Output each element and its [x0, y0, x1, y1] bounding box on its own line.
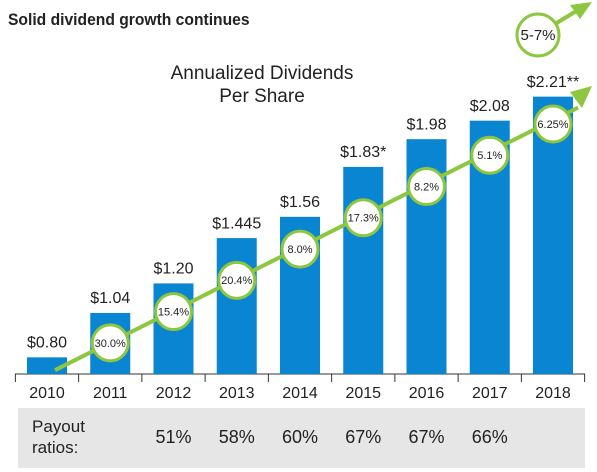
x-tick-label: 2010: [29, 385, 65, 402]
payout-value: 60%: [282, 427, 318, 447]
bar: [216, 238, 257, 374]
growth-label: 6.25%: [537, 119, 568, 131]
target-circle: [515, 12, 561, 58]
growth-label: 15.4%: [158, 307, 189, 319]
growth-circle: [533, 104, 573, 144]
payout-value: 58%: [219, 427, 255, 447]
x-tick-label: 2018: [535, 385, 571, 402]
growth-label: 30.0%: [95, 338, 126, 350]
page-title: Solid dividend growth continues: [8, 10, 250, 29]
x-tick-label: 2011: [93, 385, 128, 402]
x-tick-label: 2012: [156, 385, 192, 402]
growth-label: 17.3%: [348, 213, 379, 225]
payout-value: 67%: [408, 427, 444, 447]
value-label: $2.21**: [527, 74, 580, 91]
payout-label: Payout ratios:: [32, 417, 85, 457]
chart-title: Annualized Dividends Per Share: [170, 63, 354, 107]
value-label: $1.98: [406, 116, 446, 133]
growth-circle: [154, 292, 193, 332]
payout-value: 66%: [472, 427, 508, 447]
value-label: $1.20: [153, 261, 193, 278]
growth-label: 8.2%: [414, 181, 439, 193]
target-arrowhead: [570, 2, 592, 19]
growth-circle: [470, 135, 510, 175]
growth-label: 20.4%: [221, 275, 252, 287]
payout-value: 51%: [155, 427, 191, 447]
x-tick-label: 2014: [282, 385, 318, 402]
x-tick-label: 2016: [409, 385, 445, 402]
payout-box: [18, 408, 585, 468]
growth-circle: [217, 260, 257, 300]
growth-label: 5.1%: [477, 150, 502, 162]
x-tick-label: 2017: [472, 385, 508, 402]
value-label: $1.04: [90, 290, 130, 307]
x-tick-label: 2013: [219, 385, 255, 402]
growth-circle: [90, 323, 130, 363]
value-label: $1.445: [212, 215, 261, 232]
x-tick-label: 2015: [345, 385, 381, 402]
value-label: $1.56: [280, 194, 320, 211]
growth-circle: [407, 167, 446, 207]
growth-arrowhead: [570, 86, 592, 108]
bar: [343, 166, 384, 374]
growth-circle: [280, 229, 320, 269]
value-label: $0.80: [27, 335, 67, 352]
value-label: $2.08: [470, 98, 510, 115]
value-label: $1.83*: [340, 144, 386, 161]
target-label: 5-7%: [520, 27, 555, 44]
payout-value: 67%: [345, 427, 381, 447]
target-arrow: [553, 8, 580, 26]
growth-label: 8.0%: [287, 244, 312, 256]
growth-circle: [343, 198, 383, 238]
